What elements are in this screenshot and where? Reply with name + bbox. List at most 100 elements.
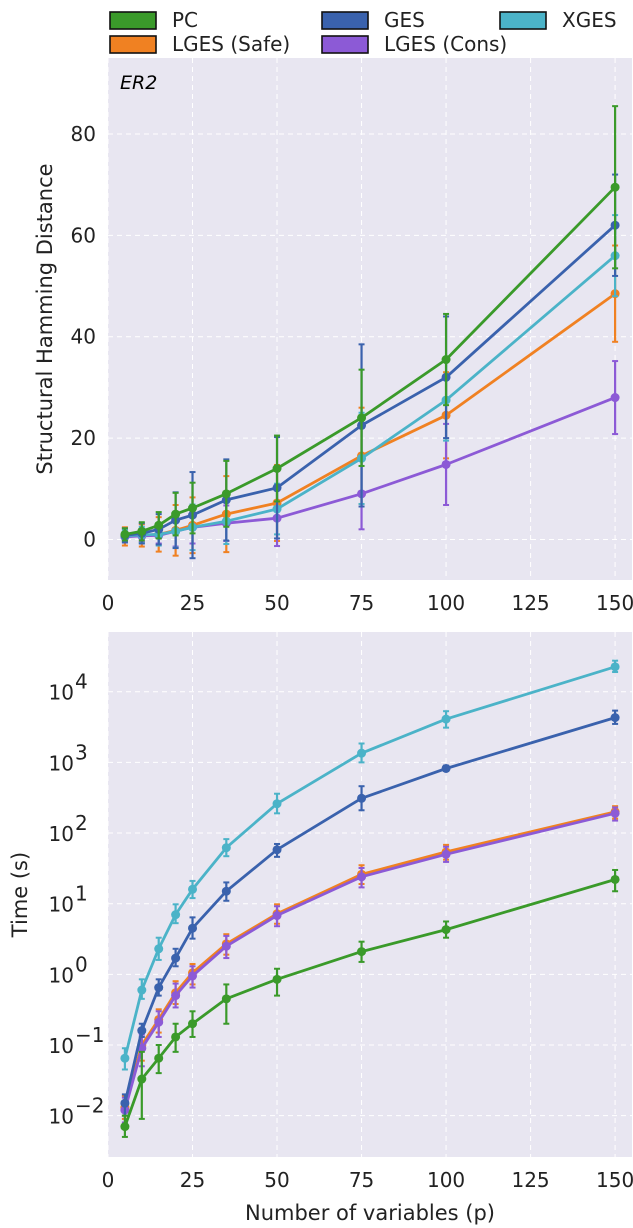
data-point bbox=[441, 355, 451, 365]
data-point bbox=[357, 872, 367, 882]
data-point bbox=[120, 529, 130, 539]
data-point bbox=[610, 662, 620, 672]
data-point bbox=[610, 393, 620, 403]
x-tick-label: 25 bbox=[180, 1168, 205, 1192]
x-tick-label: 75 bbox=[349, 591, 374, 615]
y-tick-exponent: −2 bbox=[75, 1094, 104, 1118]
plot-background bbox=[108, 632, 632, 1157]
data-point bbox=[154, 1053, 164, 1063]
y-tick-label: 10 bbox=[49, 963, 74, 987]
data-point bbox=[357, 748, 367, 758]
series-ges bbox=[120, 709, 620, 1117]
legend-label-xges: XGES bbox=[562, 8, 617, 32]
x-axis-label: Number of variables (p) bbox=[245, 1201, 495, 1225]
y-tick-exponent: 4 bbox=[75, 670, 88, 694]
series-line bbox=[123, 665, 616, 1059]
data-point bbox=[610, 808, 620, 818]
y-tick-exponent: 1 bbox=[75, 882, 88, 906]
series-line bbox=[123, 716, 616, 1104]
data-point bbox=[357, 413, 367, 423]
legend-label-pc: PC bbox=[172, 8, 198, 32]
data-point bbox=[137, 1074, 147, 1084]
panel-annotation: ER2 bbox=[120, 72, 157, 94]
data-point bbox=[137, 1026, 147, 1036]
y-tick-label: 80 bbox=[71, 122, 96, 146]
series-lges-cons bbox=[120, 806, 620, 1124]
data-point bbox=[188, 884, 198, 894]
data-point bbox=[137, 985, 147, 995]
y-tick-exponent: 3 bbox=[75, 740, 88, 764]
data-point bbox=[272, 799, 282, 809]
legend-swatch-lges-safe bbox=[109, 35, 157, 54]
legend-swatch-pc bbox=[109, 11, 157, 30]
data-point bbox=[188, 971, 198, 981]
legend-label-lges-cons: LGES (Cons) bbox=[384, 32, 507, 56]
data-point bbox=[120, 1122, 130, 1132]
data-point bbox=[610, 713, 620, 723]
series-xges bbox=[120, 659, 620, 1071]
y-tick-label: 10 bbox=[49, 1105, 74, 1129]
data-point bbox=[272, 974, 282, 984]
y-tick-label: 20 bbox=[71, 426, 96, 450]
data-point bbox=[221, 843, 231, 853]
y-tick-label: 10 bbox=[49, 751, 74, 775]
data-point bbox=[137, 526, 147, 536]
panel-shd: 0 25 50 75 100 125 150 0 20 40 60 80 Structural Hamm… bbox=[33, 58, 633, 615]
series-pc bbox=[120, 868, 620, 1138]
y-tick-exponent: −1 bbox=[75, 1023, 104, 1047]
series-line bbox=[123, 810, 616, 1108]
x-tick-label: 50 bbox=[264, 591, 289, 615]
data-point bbox=[154, 983, 164, 993]
series-line bbox=[123, 878, 616, 1128]
y-tick-label: 10 bbox=[49, 1034, 74, 1058]
data-point bbox=[171, 509, 181, 519]
legend-swatch-ges bbox=[321, 11, 369, 30]
x-tick-label: 150 bbox=[596, 1168, 633, 1192]
x-tick-label: 150 bbox=[596, 591, 633, 615]
x-tick-label: 75 bbox=[349, 1168, 374, 1192]
data-point bbox=[441, 849, 451, 859]
data-point bbox=[272, 464, 282, 474]
data-point bbox=[154, 944, 164, 954]
y-tick-label: 10 bbox=[49, 681, 74, 705]
legend-swatch-xges bbox=[499, 11, 547, 30]
plot-background bbox=[108, 58, 632, 580]
data-point bbox=[188, 503, 198, 513]
data-point bbox=[272, 845, 282, 855]
series-pc bbox=[120, 105, 620, 542]
y-tick-label: 40 bbox=[71, 325, 96, 349]
data-point bbox=[154, 1017, 164, 1027]
legend-label-ges: GES bbox=[384, 8, 425, 32]
data-point bbox=[171, 1032, 181, 1042]
data-point bbox=[441, 714, 451, 724]
data-point bbox=[120, 1098, 130, 1108]
x-tick-label: 25 bbox=[180, 591, 205, 615]
data-point bbox=[120, 1053, 130, 1063]
data-point bbox=[272, 911, 282, 921]
x-tick-label: 100 bbox=[427, 591, 465, 615]
y-axis-label: Structural Hamming Distance bbox=[33, 163, 57, 474]
legend-swatch-lges-cons bbox=[321, 35, 369, 54]
series-line bbox=[123, 811, 616, 1111]
data-point bbox=[610, 182, 620, 192]
data-point bbox=[221, 994, 231, 1004]
data-point bbox=[171, 910, 181, 920]
series-line bbox=[124, 224, 617, 537]
data-point bbox=[357, 947, 367, 957]
legend: PC GES XGES LGES (Safe) LGES (Cons) bbox=[109, 8, 617, 56]
series-line bbox=[124, 254, 617, 538]
data-point bbox=[441, 763, 451, 773]
data-point bbox=[357, 793, 367, 803]
x-tick-label: 0 bbox=[102, 1168, 115, 1192]
x-tick-label: 0 bbox=[102, 591, 115, 615]
data-point bbox=[221, 886, 231, 896]
data-point bbox=[188, 1019, 198, 1029]
x-tick-label: 125 bbox=[511, 1168, 549, 1192]
y-tick-exponent: 2 bbox=[75, 811, 88, 835]
data-point bbox=[441, 459, 451, 469]
y-axis-label: Time (s) bbox=[8, 852, 32, 938]
data-point bbox=[188, 923, 198, 933]
y-tick-label: 10 bbox=[49, 822, 74, 846]
x-tick-label: 50 bbox=[264, 1168, 289, 1192]
